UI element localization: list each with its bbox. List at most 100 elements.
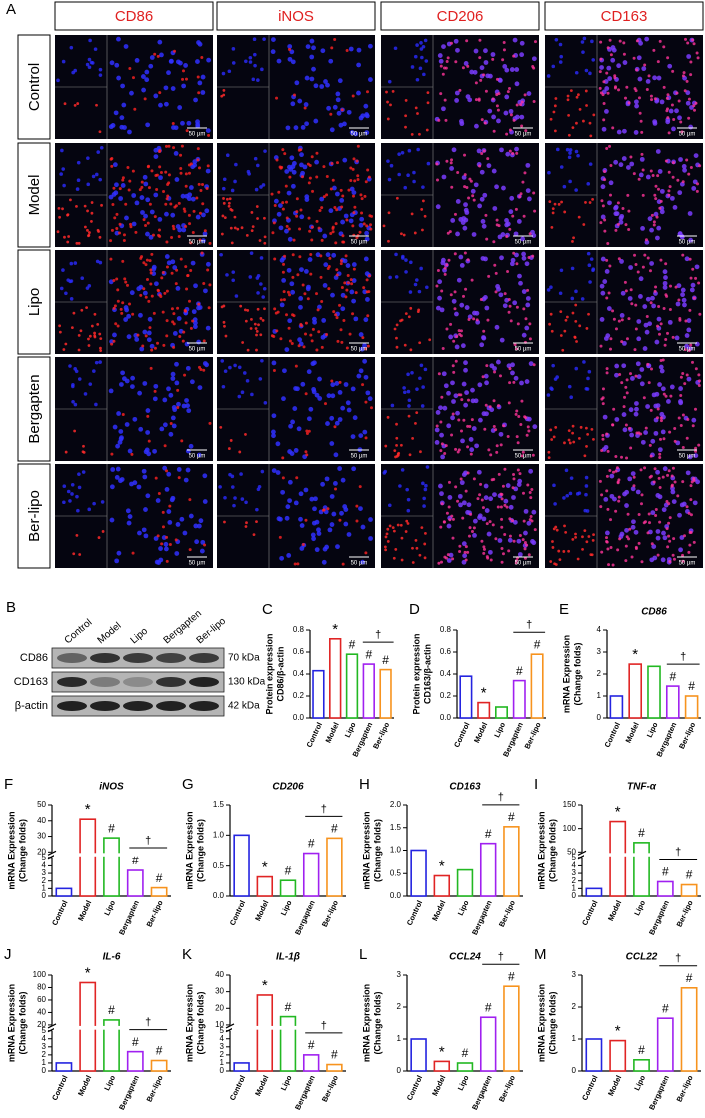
- stain: [315, 175, 318, 178]
- nucleus: [293, 386, 298, 391]
- significance-mark: *: [85, 801, 91, 818]
- nucleus: [659, 365, 664, 370]
- stain: [686, 418, 689, 421]
- stain: [599, 480, 602, 483]
- stain: [178, 202, 181, 205]
- y-tick-label: 0.0: [213, 891, 225, 900]
- stain: [404, 114, 407, 117]
- stain: [460, 478, 463, 481]
- nucleus: [328, 59, 333, 64]
- stain: [655, 508, 658, 511]
- stain: [460, 430, 463, 433]
- stain: [450, 161, 453, 164]
- nucleus: [363, 317, 368, 322]
- nucleus: [349, 218, 354, 223]
- stain: [480, 152, 483, 155]
- stain: [158, 165, 161, 168]
- nucleus: [77, 161, 81, 165]
- stain: [443, 452, 446, 455]
- stain: [341, 194, 344, 197]
- nucleus: [646, 175, 651, 180]
- bar: [330, 639, 341, 718]
- nucleus: [256, 291, 260, 295]
- nucleus: [499, 147, 504, 152]
- panel-letter: J: [4, 946, 12, 963]
- nucleus: [333, 105, 338, 110]
- blot-band: [90, 653, 120, 663]
- stain: [624, 97, 627, 100]
- stain: [399, 319, 402, 322]
- scale-bar-label: 50 µm: [351, 454, 368, 460]
- stain: [184, 310, 187, 313]
- stain: [150, 349, 153, 352]
- stain: [123, 233, 126, 236]
- stain: [93, 332, 96, 335]
- stain: [365, 180, 368, 183]
- nucleus: [60, 149, 64, 153]
- stain: [424, 556, 427, 559]
- nucleus: [145, 430, 150, 435]
- nucleus: [358, 506, 363, 511]
- stain: [478, 56, 481, 59]
- stain: [309, 253, 312, 256]
- stain: [501, 561, 504, 564]
- nucleus: [284, 169, 289, 174]
- stain: [558, 203, 561, 206]
- stain: [676, 494, 679, 497]
- nucleus: [645, 404, 650, 409]
- stain: [58, 216, 61, 219]
- nucleus: [575, 150, 579, 154]
- stain: [599, 87, 602, 90]
- stain: [613, 76, 616, 79]
- stain: [534, 528, 537, 531]
- stain: [533, 100, 536, 103]
- nucleus: [482, 193, 487, 198]
- stain: [673, 558, 676, 561]
- stain: [585, 90, 588, 93]
- y-axis-label: (Change folds): [195, 992, 205, 1055]
- nucleus: [607, 306, 612, 311]
- nucleus: [334, 452, 339, 457]
- stain: [500, 506, 503, 509]
- nucleus: [559, 43, 563, 47]
- nucleus: [631, 486, 636, 491]
- bar: [667, 686, 679, 718]
- stain: [271, 231, 274, 234]
- nucleus: [504, 218, 509, 223]
- nucleus: [157, 40, 162, 45]
- nucleus: [183, 63, 188, 68]
- stain: [689, 484, 692, 487]
- bar: [686, 696, 698, 718]
- stain: [245, 320, 248, 323]
- nucleus: [394, 46, 398, 50]
- nucleus: [325, 476, 330, 481]
- stain: [599, 221, 602, 224]
- stain: [418, 341, 421, 344]
- stain: [531, 255, 534, 258]
- chart-title: CD86: [641, 607, 667, 618]
- stain: [327, 287, 330, 290]
- nucleus: [368, 44, 373, 49]
- nucleus: [77, 472, 81, 476]
- nucleus: [504, 95, 509, 100]
- stain: [688, 309, 691, 312]
- stain: [623, 396, 626, 399]
- stain: [281, 201, 284, 204]
- stain: [582, 120, 585, 123]
- stain: [472, 317, 475, 320]
- stain: [613, 318, 616, 321]
- nucleus: [503, 499, 508, 504]
- stain: [574, 304, 577, 307]
- nucleus: [322, 560, 327, 565]
- x-tick-label: Model: [606, 1074, 623, 1097]
- nucleus: [138, 313, 143, 318]
- stain: [341, 234, 344, 237]
- bar: [128, 1052, 143, 1071]
- nucleus: [463, 360, 468, 365]
- stain: [649, 476, 652, 479]
- nucleus: [585, 484, 589, 488]
- stain: [608, 264, 611, 267]
- nucleus: [180, 121, 185, 126]
- nucleus: [191, 261, 196, 266]
- stain: [405, 99, 408, 102]
